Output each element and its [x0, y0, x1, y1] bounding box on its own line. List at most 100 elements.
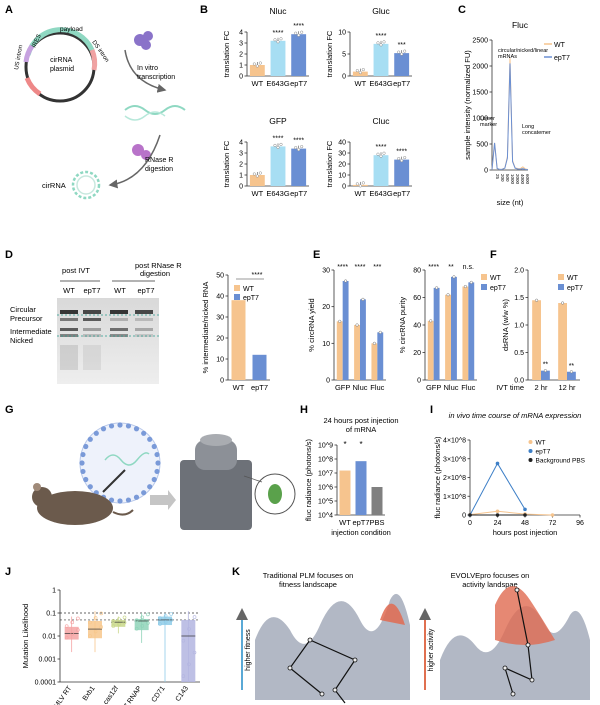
lane-label-wt-2: WT — [114, 286, 126, 295]
significance-label: **** — [428, 264, 439, 271]
legend-label: WT — [554, 42, 566, 49]
lipid-bead — [79, 460, 85, 466]
data-point — [300, 145, 304, 149]
data-point — [358, 184, 362, 188]
y-tick-label: 0 — [462, 513, 466, 520]
x-tick-label: 12 hr — [558, 383, 576, 392]
data-point — [495, 513, 500, 517]
data-point — [122, 615, 127, 620]
y-tick-label: 1 — [239, 173, 243, 180]
lipid-bead — [133, 426, 140, 432]
bar-ept7 — [291, 148, 307, 186]
legend-swatch — [528, 458, 533, 462]
x-tick-label: 200 — [500, 174, 505, 182]
imaging-arrow — [150, 490, 176, 510]
y-axis-label: dsRNA (w/w %) — [501, 298, 510, 351]
data-point — [140, 615, 145, 620]
legend-label: WT — [536, 440, 546, 447]
lipid-bead — [80, 468, 86, 475]
x-tick-label: C143 — [175, 685, 190, 703]
data-point — [300, 30, 304, 34]
significance-label: * — [359, 440, 362, 449]
panel-letter-e: E — [313, 249, 320, 261]
y-tick-label: 0.01 — [42, 634, 56, 641]
bar-ept7 — [252, 354, 267, 380]
x-tick-label: CD71 — [151, 685, 167, 704]
plasmid-label-line2: plasmid — [50, 66, 74, 73]
chart-d-nicked-rna: 0 10 20 30 40 50 % intermediate/nicked RNA WT ep… — [201, 272, 270, 392]
y-axis-label: translation FC — [222, 30, 231, 77]
y-tick-label: 4×10^8 — [443, 438, 466, 445]
data-point — [397, 50, 401, 54]
bar-ept7 — [355, 461, 367, 515]
bar-pbs — [371, 487, 383, 515]
x-tick-label: 2 hr — [535, 383, 548, 392]
panel-letter-i: I — [430, 404, 433, 416]
x-tick-label: Nluc — [352, 383, 367, 392]
data-point — [403, 49, 407, 53]
y-tick-label: 10^4 — [318, 513, 333, 520]
data-point — [294, 31, 298, 35]
data-point — [344, 279, 348, 283]
x-tick-label: PBS — [369, 518, 384, 527]
lane-label-ept7-1: epT7 — [83, 286, 100, 295]
y-tick-label: 0 — [417, 378, 421, 385]
chart-title: GFP — [269, 116, 287, 126]
legend-swatch — [558, 274, 564, 280]
plasmid-label-line1: cirRNA — [50, 57, 72, 64]
bar-fluc-ept7 — [377, 332, 384, 380]
chart-e-yield: 0 10 20 30 % circRNA yield GFP **** Nluc **** Flu… — [307, 264, 386, 392]
data-point — [361, 68, 365, 72]
bar-ept7 — [394, 53, 410, 76]
data-point — [361, 181, 365, 185]
x-axis-label: IVT time — [496, 383, 524, 392]
data-point — [543, 369, 547, 373]
y-tick-label: 10^5 — [318, 499, 333, 506]
band-label-intermediate: Intermediate — [10, 327, 52, 336]
y-axis-label: sample intensity (normalized FU) — [463, 50, 472, 160]
chart-b-nluc: Nluc 0 1 2 3 4 translation FC WT E643G **** epT7 **… — [222, 6, 309, 88]
lnp-lipids — [79, 422, 161, 504]
panel-letter-g: G — [5, 404, 14, 416]
data-point — [255, 64, 259, 68]
legend-label: epT7 — [490, 285, 506, 292]
lipid-bead — [141, 490, 147, 496]
y-tick-label: 50 — [216, 273, 224, 280]
y-tick-label: 2 — [239, 52, 243, 59]
y-tick-label: 0 — [220, 378, 224, 385]
y-tick-label: 1.0 — [514, 323, 524, 330]
ivis-camera — [195, 440, 237, 470]
data-point — [463, 284, 467, 289]
bar-fluc-ept7 — [468, 282, 475, 380]
x-tick-label: WT — [339, 518, 351, 527]
significance-label: *** — [398, 42, 406, 49]
y-tick-label: 10 — [216, 357, 224, 364]
legend-label: Background PBS — [536, 458, 586, 465]
x-tick-label: E643G — [369, 189, 393, 198]
k-right-title: EVOLVEpro focuses on activity landspae — [451, 571, 530, 589]
ivt-label: In vitro transcription — [137, 65, 175, 81]
x-tick-label: GFP — [335, 383, 350, 392]
k-left-title: Traditional PLM focuses on fitness landsc… — [263, 571, 354, 589]
data-point — [76, 616, 80, 621]
chart-f-dsrna: 0.0 0.5 1.0 1.5 2.0 dsRNA (w/w %) 2 hr ** 12 hr *… — [496, 268, 583, 393]
chart-b-cluc: Cluc 0 10 20 30 40 translation FC WT E643G **** ep… — [325, 116, 412, 198]
y-tick-label: 0 — [239, 74, 243, 81]
data-point — [400, 52, 404, 56]
x-tick-label: 24 — [494, 520, 502, 527]
box-cas12f — [111, 619, 126, 627]
annotation-line: circular/nicked/linear — [498, 48, 548, 54]
circrna-icon-inner — [76, 175, 96, 195]
fitness-path-points — [287, 637, 358, 697]
lnp-payload-rna — [104, 452, 150, 466]
gel-header-ivt: post IVT — [62, 266, 90, 275]
trace-ept7 — [491, 63, 529, 171]
chart-e-purity: 0 20 40 60 80 % circRNA purity GFP **** Nluc ** Fl… — [398, 264, 506, 392]
data-point — [452, 275, 456, 279]
data-point — [258, 171, 262, 175]
x-tick-label: 96 — [576, 520, 584, 527]
data-point — [111, 619, 116, 623]
y-tick-label: 20 — [338, 162, 346, 169]
data-point — [358, 71, 362, 75]
data-point — [64, 624, 69, 628]
